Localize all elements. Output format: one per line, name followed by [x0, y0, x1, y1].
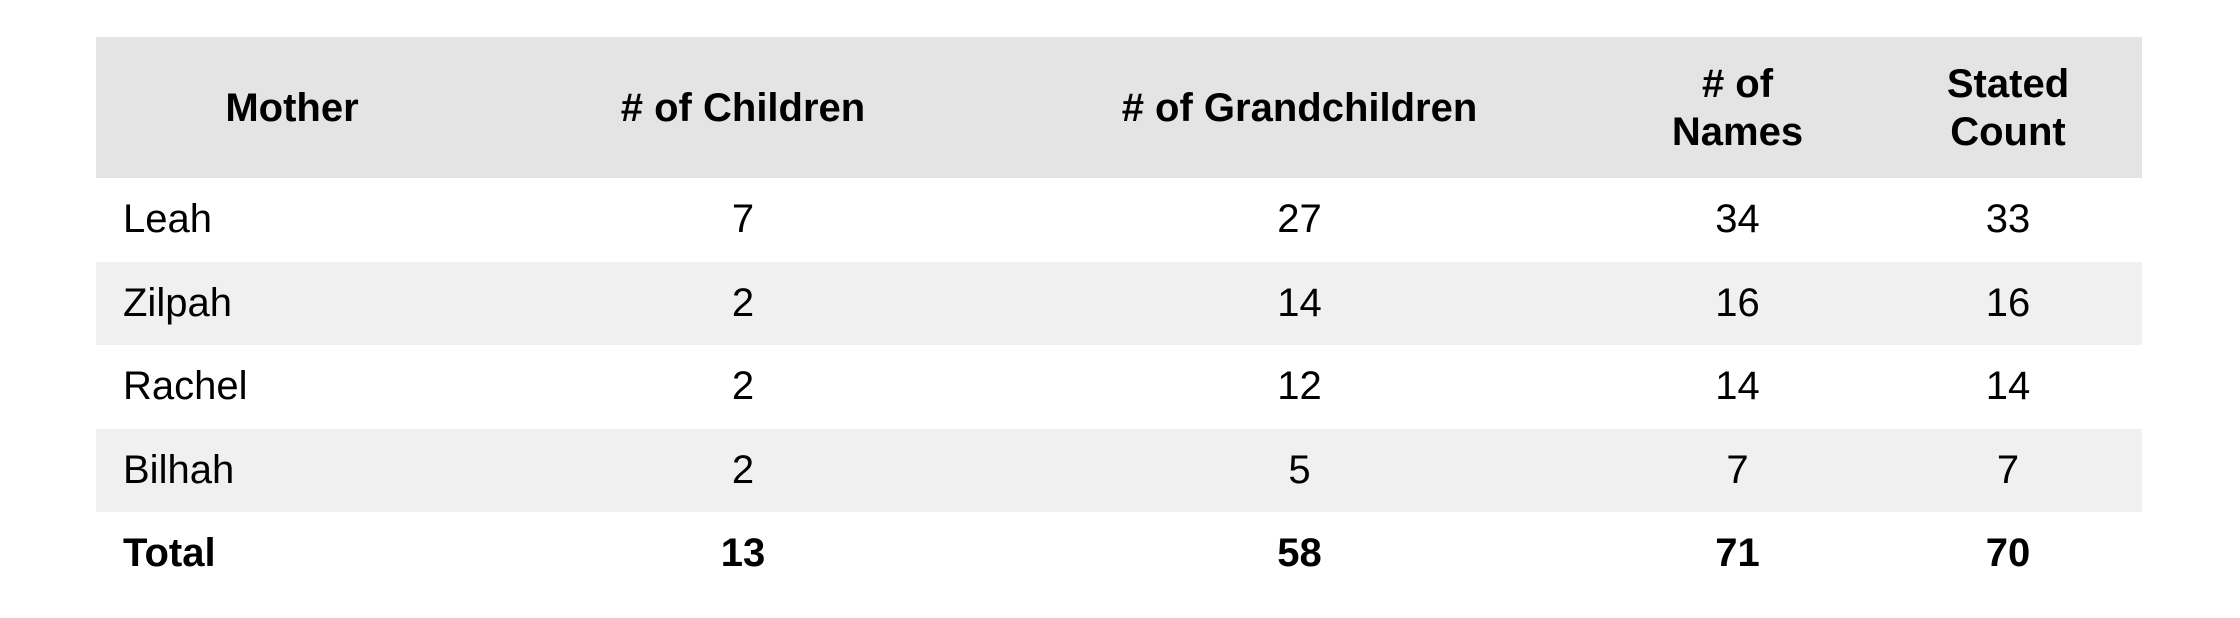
table-row: Leah 7 27 34 33 — [96, 178, 2142, 262]
cell-value: 14 — [1715, 364, 1760, 409]
cell-value: 2 — [488, 428, 998, 512]
cell-value: 71 — [1715, 531, 1760, 576]
cell-value: 58 — [1277, 531, 1322, 576]
cell-value: 14 — [1985, 364, 2031, 409]
column-header: # of Children — [488, 37, 998, 178]
cell-value: 2 — [488, 261, 998, 345]
cell-value: 14 — [998, 261, 1601, 345]
row-label: Zilpah — [96, 261, 488, 345]
cell-value: 7 — [731, 197, 755, 242]
row-label: Bilhah — [96, 428, 488, 512]
cell-value: 13 — [720, 531, 766, 576]
table-row: Bilhah 2 5 7 7 — [96, 428, 2142, 512]
cell-value: 33 — [1985, 197, 2031, 242]
column-header: Mother — [96, 37, 488, 178]
table-header: Mother # of Children # of Grandchildren # o… — [96, 37, 2142, 178]
column-header: Stated Count — [1874, 37, 2142, 178]
cell-value: 7 — [1601, 428, 1874, 512]
table-row: Rachel 2 12 14 14 — [96, 345, 2142, 429]
cell-value: 70 — [1985, 531, 2031, 576]
cell-value: 16 — [1874, 261, 2142, 345]
header-row: Mother # of Children # of Grandchildren # o… — [96, 37, 2142, 178]
row-label: Rachel — [123, 364, 248, 409]
row-label: Leah — [123, 197, 212, 242]
table-row: Zilpah 2 14 16 16 — [96, 261, 2142, 345]
cell-value: 34 — [1715, 197, 1760, 242]
cell-value: 27 — [1277, 197, 1322, 242]
total-row: Total 13 58 71 70 — [96, 512, 2142, 596]
cell-value: 7 — [1874, 428, 2142, 512]
cell-value: 5 — [998, 428, 1601, 512]
row-label: Total — [123, 531, 216, 576]
cell-value: 16 — [1601, 261, 1874, 345]
table-body: Leah 7 27 34 33 Zilpah 2 14 16 16 Rachel 2 12 14 14 Bil… — [96, 178, 2142, 596]
cell-value: 12 — [1277, 364, 1322, 409]
data-table: Mother # of Children # of Grandchildren # o… — [96, 37, 2142, 596]
column-header: # of Names — [1601, 37, 1874, 178]
cell-value: 2 — [731, 364, 755, 409]
column-header: # of Grandchildren — [998, 37, 1601, 178]
